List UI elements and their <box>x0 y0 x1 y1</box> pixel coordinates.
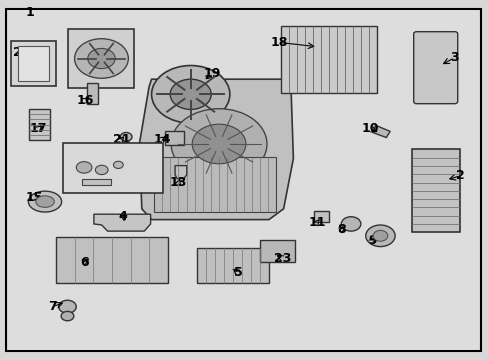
Bar <box>68 29 134 88</box>
Text: 21: 21 <box>112 133 130 146</box>
Circle shape <box>95 165 108 175</box>
Circle shape <box>341 217 360 231</box>
Ellipse shape <box>28 191 61 212</box>
Text: 13: 13 <box>169 176 187 189</box>
Text: 19: 19 <box>203 67 221 80</box>
Bar <box>87 83 98 104</box>
Bar <box>196 248 268 283</box>
Text: 17: 17 <box>29 122 47 135</box>
FancyBboxPatch shape <box>413 32 457 104</box>
Text: 4: 4 <box>119 210 127 223</box>
Text: 16: 16 <box>77 94 94 107</box>
Circle shape <box>76 162 92 173</box>
Bar <box>29 109 50 140</box>
Bar <box>411 149 459 232</box>
Bar <box>154 157 276 212</box>
Bar <box>82 179 111 185</box>
Circle shape <box>365 225 394 247</box>
Polygon shape <box>372 125 389 138</box>
Text: 1: 1 <box>26 6 35 19</box>
Bar <box>11 41 56 86</box>
Bar <box>62 143 163 193</box>
Circle shape <box>88 49 115 69</box>
Circle shape <box>61 311 74 321</box>
Polygon shape <box>139 79 293 220</box>
Text: 11: 11 <box>307 216 325 229</box>
Text: 6: 6 <box>80 256 88 269</box>
Circle shape <box>151 66 229 123</box>
Bar <box>281 26 376 93</box>
Text: 3: 3 <box>449 51 458 64</box>
Text: 20: 20 <box>86 40 104 53</box>
Text: 23: 23 <box>273 252 291 265</box>
Text: 8: 8 <box>336 223 345 236</box>
Text: 5: 5 <box>234 266 243 279</box>
Text: 15: 15 <box>25 191 43 204</box>
Text: 7: 7 <box>48 300 57 313</box>
Text: 12: 12 <box>104 162 122 175</box>
Bar <box>260 240 295 262</box>
Text: 14: 14 <box>153 133 171 146</box>
Ellipse shape <box>36 196 54 207</box>
Bar <box>18 46 49 81</box>
Bar <box>165 131 183 145</box>
Circle shape <box>372 230 387 241</box>
Text: 22: 22 <box>13 46 31 59</box>
Circle shape <box>120 132 132 141</box>
Polygon shape <box>313 211 328 222</box>
Circle shape <box>59 300 76 313</box>
Text: 2: 2 <box>455 169 464 182</box>
Bar <box>56 237 167 283</box>
Circle shape <box>171 109 266 179</box>
Text: 9: 9 <box>367 234 376 247</box>
Polygon shape <box>94 214 150 231</box>
Circle shape <box>74 39 128 78</box>
Text: 18: 18 <box>270 36 288 49</box>
Polygon shape <box>175 166 186 179</box>
Circle shape <box>170 79 211 109</box>
Circle shape <box>192 124 245 164</box>
Text: 10: 10 <box>361 122 379 135</box>
Circle shape <box>113 161 123 168</box>
